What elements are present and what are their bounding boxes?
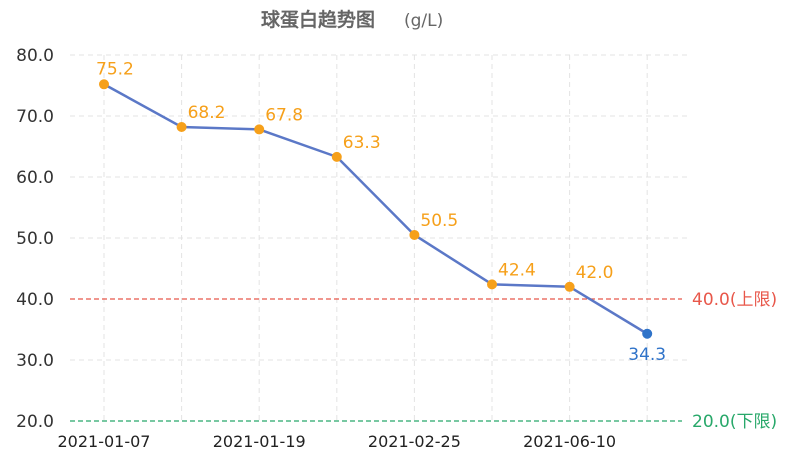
data-label: 63.3 <box>343 133 381 153</box>
x-tick-label: 2021-06-10 <box>523 432 616 451</box>
data-point <box>409 229 420 240</box>
data-label: 50.5 <box>420 211 458 231</box>
reference-line-label: 20.0(下限) <box>692 412 777 432</box>
data-point <box>254 124 265 135</box>
data-label: 42.0 <box>576 263 614 283</box>
data-point <box>564 281 575 292</box>
data-point <box>176 121 187 132</box>
data-labels: 75.2 68.2 67.8 63.3 50.5 42.4 42.0 34.3 <box>96 59 666 364</box>
y-tick-label: 20.0 <box>16 412 54 432</box>
x-tick-label: 2021-01-07 <box>58 432 151 451</box>
reference-line-label: 40.0(上限) <box>692 290 777 310</box>
data-point <box>642 328 653 339</box>
data-label: 34.3 <box>628 345 666 365</box>
y-tick-label: 60.0 <box>16 168 54 188</box>
y-tick-label: 40.0 <box>16 290 54 310</box>
reference-lines: 40.0(上限) 20.0(下限) <box>70 290 777 432</box>
grid-lines <box>70 54 688 421</box>
data-point <box>99 79 109 90</box>
data-label: 42.4 <box>498 260 536 280</box>
data-label: 75.2 <box>96 59 134 79</box>
chart-title: 球蛋白趋势图 <box>261 8 375 31</box>
series <box>99 79 653 339</box>
x-tick-label: 2021-02-25 <box>368 432 461 451</box>
chart-unit: (g/L) <box>404 11 443 31</box>
data-label: 68.2 <box>188 103 226 123</box>
y-tick-label: 70.0 <box>16 107 54 127</box>
series-line <box>103 83 648 335</box>
data-point <box>331 151 342 162</box>
y-tick-label: 30.0 <box>16 351 54 371</box>
x-tick-label: 2021-01-19 <box>213 432 306 451</box>
data-point <box>487 279 497 290</box>
axes: 20.0 30.0 40.0 50.0 60.0 70.0 80.0 2021-01-07 20… <box>16 46 616 451</box>
data-label: 67.8 <box>265 105 303 125</box>
y-tick-label: 50.0 <box>16 229 54 249</box>
y-tick-label: 80.0 <box>16 46 54 66</box>
